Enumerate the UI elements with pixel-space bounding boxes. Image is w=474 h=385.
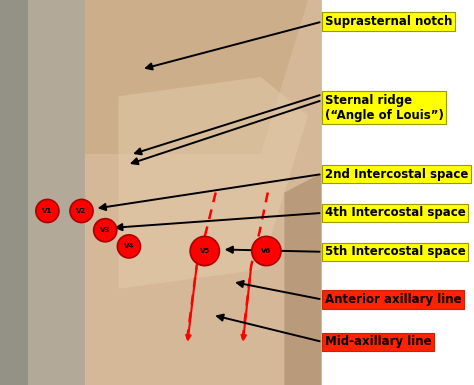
Ellipse shape	[190, 236, 219, 266]
Ellipse shape	[70, 199, 93, 223]
Ellipse shape	[36, 199, 59, 223]
Text: V3: V3	[100, 227, 110, 233]
Polygon shape	[0, 0, 85, 385]
Polygon shape	[85, 0, 308, 154]
FancyBboxPatch shape	[321, 0, 474, 385]
Text: 5th Intercostal space: 5th Intercostal space	[325, 245, 465, 258]
Polygon shape	[284, 173, 321, 385]
Text: V4: V4	[124, 243, 134, 249]
Text: V6: V6	[261, 248, 272, 254]
FancyBboxPatch shape	[0, 0, 321, 385]
Text: V1: V1	[42, 208, 53, 214]
Text: Mid-axillary line: Mid-axillary line	[325, 335, 431, 348]
Ellipse shape	[252, 236, 281, 266]
Polygon shape	[118, 77, 308, 289]
Polygon shape	[0, 0, 28, 385]
Text: Suprasternal notch: Suprasternal notch	[325, 15, 452, 28]
Text: V5: V5	[200, 248, 210, 254]
Text: 4th Intercostal space: 4th Intercostal space	[325, 206, 465, 219]
Ellipse shape	[94, 219, 117, 242]
Text: V2: V2	[76, 208, 87, 214]
Text: Anterior axillary line: Anterior axillary line	[325, 293, 461, 306]
Text: Sternal ridge
(“Angle of Louis”): Sternal ridge (“Angle of Louis”)	[325, 94, 444, 122]
Ellipse shape	[118, 235, 140, 258]
Text: 2nd Intercostal space: 2nd Intercostal space	[325, 167, 468, 181]
